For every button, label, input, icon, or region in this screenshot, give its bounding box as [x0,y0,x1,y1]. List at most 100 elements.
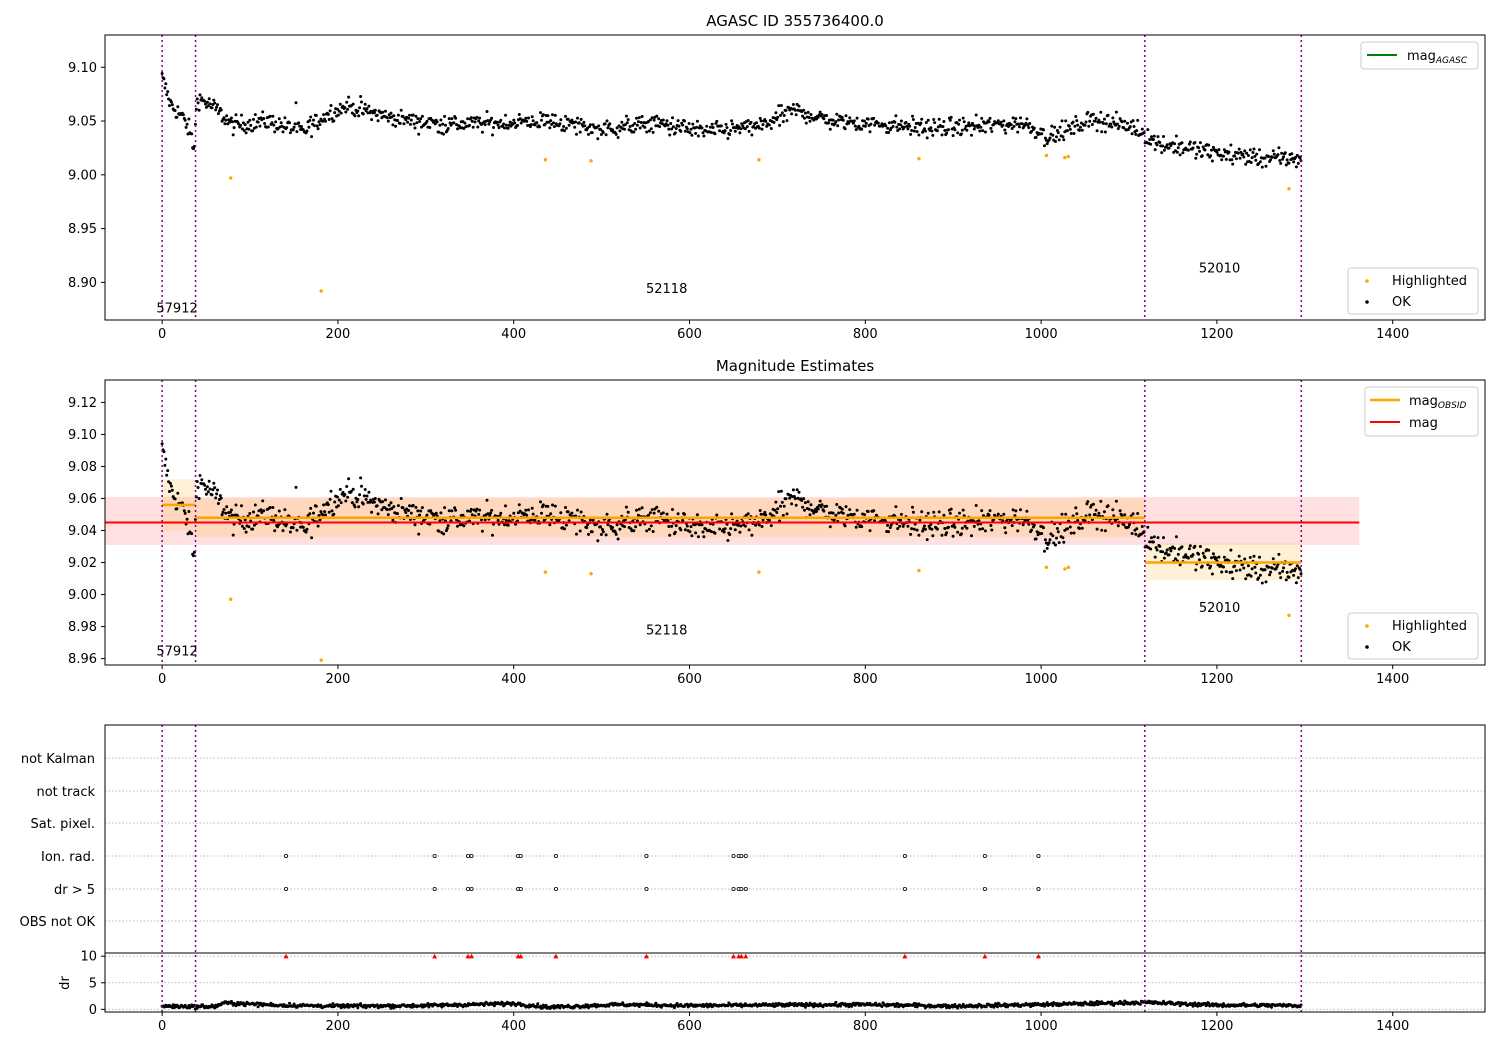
ok-point [1009,518,1013,522]
ok-point [1088,119,1092,123]
ok-point [713,132,717,136]
ok-point [266,125,270,129]
ok-point [779,504,782,508]
ok-point [198,93,202,97]
ok-point [773,508,777,512]
ok-point [725,126,729,130]
ok-point [738,131,742,135]
ok-point [285,126,289,130]
ok-point [795,488,799,492]
ok-point [848,116,852,120]
ok-point [951,134,955,138]
ok-point [1277,146,1281,150]
ok-point [506,126,510,130]
ok-point [433,122,437,126]
ok-point [1255,152,1259,156]
ok-point [230,513,234,517]
legend-box [1347,612,1479,660]
ok-point [1264,580,1268,584]
ok-point [1071,120,1075,124]
ok-point [196,486,200,489]
ok-point [552,121,555,125]
ok-point [225,505,229,509]
ok-point [370,510,374,514]
ok-point [887,530,890,534]
ok-point [587,532,590,536]
x-tick-label: 600 [677,672,702,687]
ok-point [926,511,930,515]
ok-point [343,106,347,110]
ok-point [1268,573,1272,577]
ok-point [615,126,619,130]
ok-point [912,129,916,133]
ok-point [618,129,622,133]
highlighted-marker-icon [1365,279,1369,283]
ok-point [596,539,600,543]
ok-point [655,505,659,509]
flag-marker [553,887,558,892]
ok-point [524,508,528,512]
ok-point [361,112,365,116]
ok-point [462,524,466,528]
ok-point [738,530,742,534]
y-axis-ticks: 9.10 9.05 9.00 8.95 8.90 [68,61,105,291]
ok-point [358,106,362,110]
ok-point [620,120,624,124]
ok-point [807,116,811,119]
ok-point [181,113,185,117]
ok-point [649,127,653,131]
highlighted-point [228,597,233,602]
ok-point [343,493,347,496]
ok-point [671,508,674,511]
ok-point [750,533,754,537]
ok-point [860,127,864,131]
dr-point [492,1004,496,1008]
ok-point [559,118,563,122]
ok-point [317,120,321,124]
legend-point-types: Highlighted OK [1347,612,1479,660]
ok-point [466,117,470,121]
ok-point [665,119,669,123]
ok-point [504,113,507,117]
dr-point [880,1005,884,1008]
ok-point [1252,554,1256,558]
legend-label: Highlighted [1392,619,1467,634]
ok-point [1100,528,1104,532]
ok-point [224,511,228,515]
ok-point [449,519,453,523]
ok-point [847,121,851,125]
ok-point [1154,546,1158,550]
ok-point [453,506,457,510]
ok-point [614,132,618,136]
ok-point [1161,144,1165,148]
ok-point [953,128,957,132]
ok-point [999,120,1003,124]
ok-point [1233,154,1237,158]
ok-point [915,528,919,532]
ok-point [911,114,914,118]
ok-point [292,125,296,129]
ok-point [841,511,845,515]
highlighted-marker-icon [1365,624,1369,628]
ok-point [623,127,626,131]
ok-point [1253,565,1257,569]
ok-point [207,479,211,483]
ok-point [737,125,741,129]
ok-point [449,123,453,127]
ok-point [1284,578,1288,582]
ok-point [200,96,204,100]
ok-point [1180,141,1184,145]
ok-point [1263,568,1267,572]
ok-point [1214,556,1218,560]
flag-marker [902,854,907,859]
ok-point [428,126,432,129]
ok-point [364,109,368,113]
ok-point [624,114,628,118]
ok-point [392,505,396,509]
ok-point [978,129,982,133]
ok-point [496,123,500,127]
ok-point [407,116,411,120]
ok-point [1298,156,1302,160]
ok-point [496,518,500,522]
ok-point [530,506,534,510]
